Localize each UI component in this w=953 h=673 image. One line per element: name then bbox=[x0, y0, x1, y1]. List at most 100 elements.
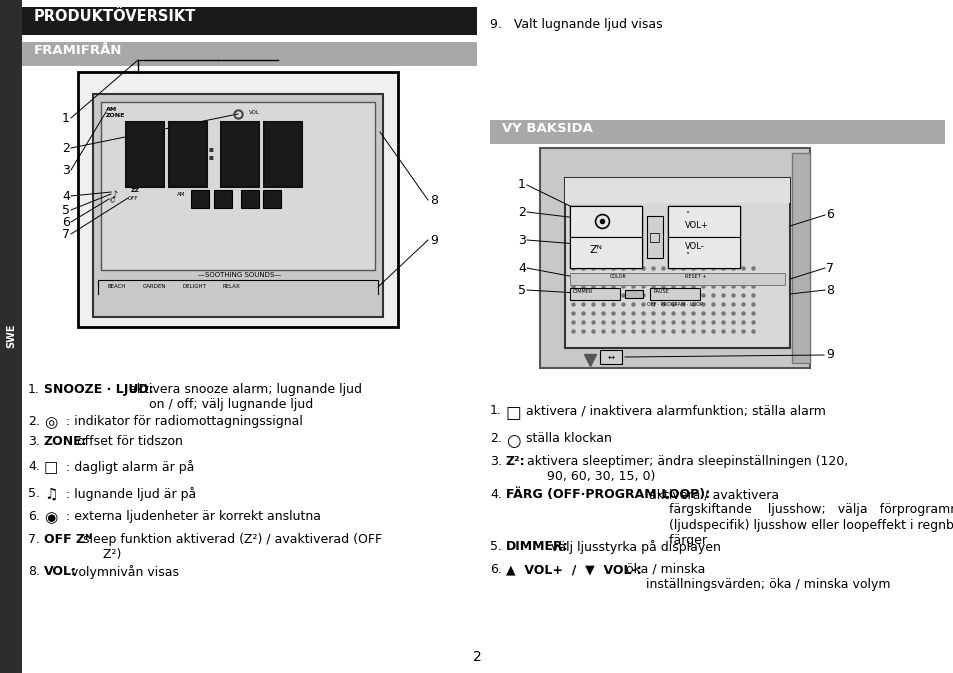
Text: 2: 2 bbox=[517, 205, 525, 219]
Text: 2.: 2. bbox=[28, 415, 40, 428]
Text: DIMMER: DIMMER bbox=[573, 289, 593, 294]
Text: :: : bbox=[207, 144, 215, 164]
Bar bbox=[667, 206, 740, 268]
Text: offset för tidszon: offset för tidszon bbox=[73, 435, 183, 448]
Text: ▲  VOL+  /  ▼  VOL-:: ▲ VOL+ / ▼ VOL-: bbox=[505, 563, 641, 576]
Bar bbox=[213, 190, 232, 208]
Bar bbox=[264, 122, 302, 187]
Bar bbox=[169, 122, 207, 187]
Bar bbox=[624, 290, 642, 298]
Text: VOL:: VOL: bbox=[44, 565, 77, 578]
Bar bbox=[490, 120, 944, 144]
Text: BEACH: BEACH bbox=[108, 284, 127, 289]
Text: 1.: 1. bbox=[490, 404, 501, 417]
Text: ˄
VOL+: ˄ VOL+ bbox=[684, 211, 708, 230]
Text: 3: 3 bbox=[517, 234, 525, 246]
Text: 9.   Valt lugnande ljud visas: 9. Valt lugnande ljud visas bbox=[490, 18, 662, 31]
Text: OFF: OFF bbox=[128, 196, 138, 201]
Bar bbox=[564, 178, 789, 348]
Text: : lugnande ljud är på: : lugnande ljud är på bbox=[66, 487, 196, 501]
Text: : externa ljudenheter är korrekt anslutna: : externa ljudenheter är korrekt anslutn… bbox=[66, 510, 320, 523]
Text: 4: 4 bbox=[517, 262, 525, 275]
Text: 3.: 3. bbox=[28, 435, 40, 448]
Text: □: □ bbox=[648, 230, 660, 244]
Text: 2: 2 bbox=[62, 141, 70, 155]
Text: 7: 7 bbox=[62, 227, 70, 240]
Text: Zᴺ: Zᴺ bbox=[589, 245, 602, 255]
Text: □: □ bbox=[44, 460, 58, 475]
Bar bbox=[569, 206, 641, 268]
Bar bbox=[126, 122, 164, 187]
Text: 9: 9 bbox=[430, 234, 437, 246]
Text: PAUSE: PAUSE bbox=[654, 289, 669, 294]
Text: Z²:: Z²: bbox=[505, 455, 525, 468]
Text: 5.: 5. bbox=[28, 487, 40, 500]
Text: 1.: 1. bbox=[28, 383, 40, 396]
Text: ZONE:: ZONE: bbox=[44, 435, 88, 448]
Text: 1: 1 bbox=[62, 112, 70, 125]
Text: 4.: 4. bbox=[28, 460, 40, 473]
Text: VY BAKSIDA: VY BAKSIDA bbox=[501, 122, 592, 135]
Text: 5.: 5. bbox=[490, 540, 501, 553]
Text: 8: 8 bbox=[825, 283, 833, 297]
Bar bbox=[569, 237, 641, 268]
Text: 6.: 6. bbox=[28, 510, 40, 523]
Bar bbox=[221, 122, 258, 187]
Text: RESET +: RESET + bbox=[684, 274, 705, 279]
Text: GARDEN: GARDEN bbox=[143, 284, 167, 289]
Bar bbox=[191, 190, 209, 208]
Text: 6: 6 bbox=[62, 215, 70, 229]
Text: 8.: 8. bbox=[28, 565, 40, 578]
Text: FRAMIFRÅN: FRAMIFRÅN bbox=[34, 44, 122, 57]
Text: 1: 1 bbox=[517, 178, 525, 192]
Text: ställa klockan: ställa klockan bbox=[525, 432, 611, 445]
Text: 5: 5 bbox=[62, 203, 70, 217]
Text: välj ljusstyrka på displayen: välj ljusstyrka på displayen bbox=[546, 540, 720, 554]
Text: PRODUKTÖVERSIKT: PRODUKTÖVERSIKT bbox=[34, 9, 196, 24]
Bar bbox=[0, 0, 22, 673]
Bar bbox=[569, 206, 641, 237]
Text: 3.: 3. bbox=[490, 455, 501, 468]
Text: OFF · PROGRAM · LOOP: OFF · PROGRAM · LOOP bbox=[646, 302, 702, 307]
Text: AM: AM bbox=[177, 192, 185, 197]
Text: —SOOTHING SOUNDS—: —SOOTHING SOUNDS— bbox=[198, 272, 281, 278]
Text: SNOOZE · LJUD:: SNOOZE · LJUD: bbox=[44, 383, 153, 396]
Text: : indikator för radiomottagningssignal: : indikator för radiomottagningssignal bbox=[66, 415, 302, 428]
Text: 6.: 6. bbox=[490, 563, 501, 576]
Bar bbox=[22, 7, 476, 35]
Text: RELAX: RELAX bbox=[223, 284, 240, 289]
Bar bbox=[569, 273, 784, 285]
Text: ◉: ◉ bbox=[44, 510, 57, 525]
Text: aktivera sleeptimer; ändra sleepinställningen (120,
      90, 60, 30, 15, 0): aktivera sleeptimer; ändra sleepinställn… bbox=[523, 455, 848, 483]
Text: 4: 4 bbox=[62, 190, 70, 203]
Text: COLOR: COLOR bbox=[609, 274, 626, 279]
Text: aktivera / avaktivera
      färgskiftande    ljusshow;   välja   förprogrammerad: aktivera / avaktivera färgskiftande ljus… bbox=[644, 488, 953, 547]
Bar bbox=[599, 350, 621, 364]
Text: aktivera snooze alarm; lugnande ljud
      on / off; välj lugnande ljud: aktivera snooze alarm; lugnande ljud on … bbox=[125, 383, 362, 411]
Text: ↔: ↔ bbox=[607, 353, 614, 361]
Text: 8: 8 bbox=[430, 194, 437, 207]
Text: ◎: ◎ bbox=[44, 415, 57, 430]
Bar bbox=[241, 190, 258, 208]
Text: 7: 7 bbox=[825, 262, 833, 275]
Text: volymnivån visas: volymnivån visas bbox=[67, 565, 179, 579]
Text: DELIGHT: DELIGHT bbox=[183, 284, 207, 289]
Bar bbox=[78, 72, 397, 327]
Text: ♪: ♪ bbox=[111, 190, 117, 200]
Bar bbox=[22, 42, 476, 66]
Bar bbox=[646, 216, 662, 258]
Text: 9: 9 bbox=[825, 349, 833, 361]
Text: 5: 5 bbox=[517, 283, 525, 297]
Text: 2.: 2. bbox=[490, 432, 501, 445]
Text: aktivera / inaktivera alarmfunktion; ställa alarm: aktivera / inaktivera alarmfunktion; stä… bbox=[525, 404, 825, 417]
Text: ©: © bbox=[109, 198, 116, 204]
Text: □: □ bbox=[505, 404, 521, 422]
Text: AM
ZONE: AM ZONE bbox=[106, 107, 125, 118]
Text: 6: 6 bbox=[825, 209, 833, 221]
Bar bbox=[92, 94, 382, 317]
Bar bbox=[564, 178, 789, 203]
Text: OFF Zᴺ: OFF Zᴺ bbox=[44, 533, 91, 546]
Text: 4.: 4. bbox=[490, 488, 501, 501]
Text: sleep funktion aktiverad (Z²) / avaktiverad (OFF
      Z²): sleep funktion aktiverad (Z²) / avaktive… bbox=[79, 533, 381, 561]
Text: : dagligt alarm är på: : dagligt alarm är på bbox=[66, 460, 194, 474]
